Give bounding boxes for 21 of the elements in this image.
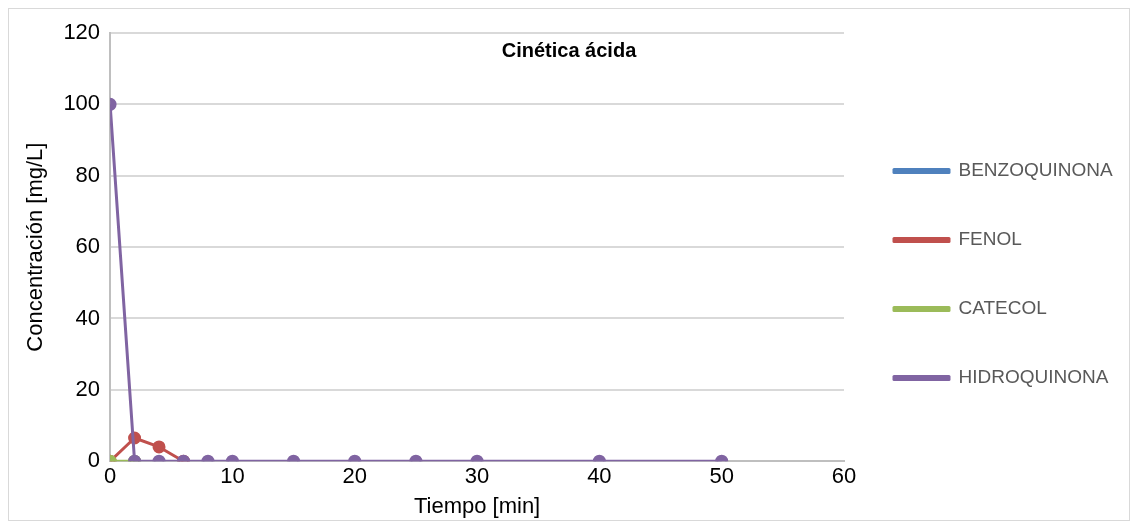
- x-tick-label: 0: [103, 463, 117, 489]
- y-tick-label: 100: [63, 90, 101, 116]
- y-axis-title: Concentración [mg/L]: [22, 142, 48, 352]
- legend-label: HIDROQUINONA: [958, 366, 1109, 388]
- y-tick-label: 20: [75, 375, 101, 401]
- x-tick-label: 60: [831, 463, 857, 489]
- legend-label: FENOL: [958, 228, 1022, 250]
- chart-title: Cinética ácida: [501, 38, 638, 61]
- y-tick-label: 0: [87, 447, 101, 473]
- x-tick-label: 40: [587, 463, 612, 489]
- x-tick-label: 30: [464, 463, 490, 489]
- x-tick-label: 50: [709, 463, 734, 489]
- y-tick-label: 60: [75, 233, 101, 259]
- y-tick-label: 120: [63, 19, 101, 45]
- y-tick-label: 80: [75, 161, 101, 187]
- x-tick-label: 10: [220, 463, 245, 489]
- legend-label: CATECOL: [958, 297, 1047, 319]
- x-tick-label: 20: [342, 463, 367, 489]
- y-tick-label: 40: [75, 304, 101, 330]
- legend-label: BENZOQUINONA: [958, 159, 1113, 181]
- x-axis-title: Tiempo [min]: [413, 492, 541, 518]
